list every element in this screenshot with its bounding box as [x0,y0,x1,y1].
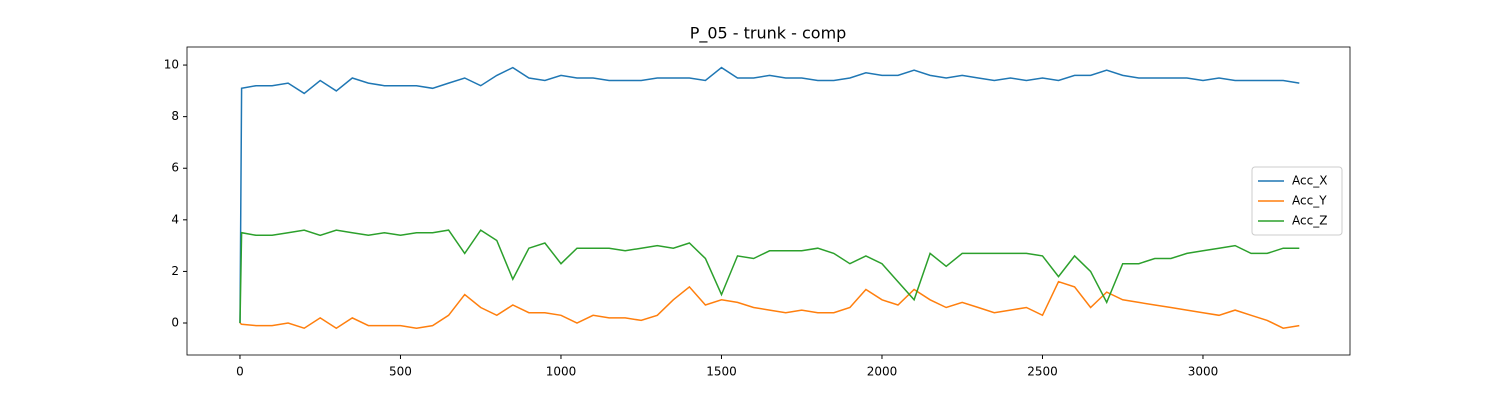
y-tick-label: 0 [171,316,179,330]
y-tick-label: 10 [164,58,179,72]
x-tick-label: 2000 [867,365,898,379]
y-tick-label: 4 [171,212,179,226]
x-tick-label: 0 [236,365,244,379]
legend-label: Acc_X [1292,174,1327,188]
x-tick-label: 500 [389,365,412,379]
legend-label: Acc_Z [1292,214,1327,228]
data-line [239,280,1300,330]
data-line [239,229,1300,324]
y-tick-label: 8 [171,109,179,123]
x-tick-label: 1500 [706,365,737,379]
data-line [239,66,1300,324]
x-tick-label: 2500 [1027,365,1058,379]
x-tick-label: 1000 [546,365,577,379]
chart-title: P_05 - trunk - comp [690,24,847,44]
x-tick-label: 3000 [1188,365,1219,379]
axes-frame [186,46,1351,356]
legend-box [1251,166,1343,236]
y-tick-label: 2 [171,264,179,278]
legend-label: Acc_Y [1292,194,1327,208]
y-tick-label: 6 [171,161,179,175]
